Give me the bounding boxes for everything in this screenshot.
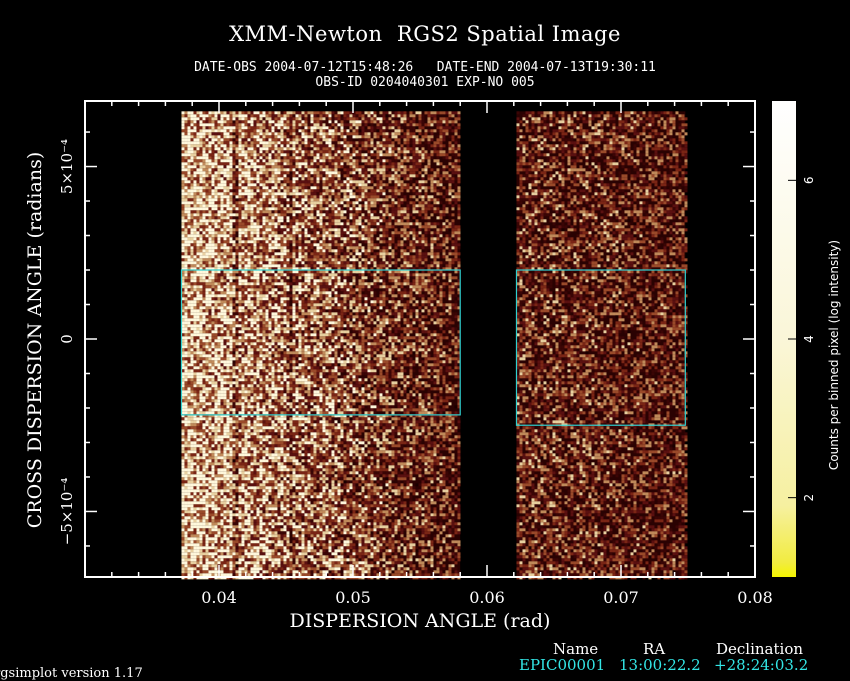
x-axis-label: DISPERSION ANGLE (rad) [290, 610, 551, 632]
chip-group-2 [516, 111, 687, 579]
y-axis-label: CROSS DISPERSION ANGLE (radians) [24, 152, 46, 528]
colorbar-tick-label: 2 [802, 494, 816, 502]
source-ra-value-cell: 13:00:22.2 [619, 656, 701, 674]
y-tick-label: 5×10⁻⁴ [58, 139, 76, 194]
colorbar-label: Counts per binned pixel (log intensity) [827, 240, 841, 470]
y-tick-label: −5×10⁻⁴ [58, 478, 76, 546]
source-dec-value-cell: +28:24:03.2 [714, 656, 808, 674]
y-tick-label: 0 [58, 334, 76, 344]
source-name-value-cell: EPIC00001 [519, 656, 605, 674]
x-tick-label: 0.07 [603, 588, 639, 607]
source-dec-value: +28:24:03.2 [714, 656, 808, 674]
source-name-value: EPIC00001 [519, 656, 605, 674]
chip-group-1 [181, 111, 460, 579]
x-tick-label: 0.04 [201, 588, 237, 607]
x-tick-label: 0.05 [335, 588, 371, 607]
version-text: rgsimplot version 1.17 [0, 666, 143, 681]
x-tick-label: 0.08 [737, 588, 773, 607]
source-ra-value: 13:00:22.2 [619, 656, 701, 674]
heatmap-image [181, 111, 687, 579]
colorbar-tick-label: 4 [802, 335, 816, 343]
colorbar-tick-label: 6 [802, 177, 816, 185]
x-tick-label: 0.06 [469, 588, 505, 607]
